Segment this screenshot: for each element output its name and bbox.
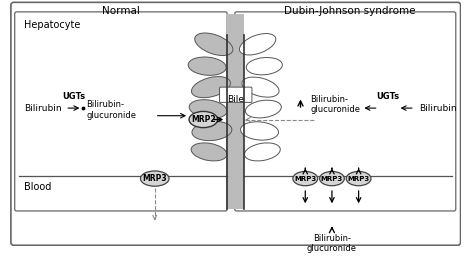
Text: Bilirubin-
glucuronide: Bilirubin- glucuronide (310, 95, 360, 114)
FancyBboxPatch shape (11, 2, 461, 245)
Text: UGTs: UGTs (62, 93, 85, 102)
Bar (227, 14, 244, 209)
Ellipse shape (319, 171, 344, 186)
Text: Normal: Normal (102, 6, 140, 16)
Text: MRP3: MRP3 (294, 176, 316, 182)
Text: Bilirubin-
glucuronide: Bilirubin- glucuronide (86, 100, 136, 120)
Ellipse shape (246, 58, 283, 75)
Ellipse shape (191, 143, 227, 161)
Text: Blood: Blood (24, 182, 52, 192)
Ellipse shape (240, 122, 279, 140)
Ellipse shape (195, 33, 233, 56)
Ellipse shape (189, 112, 218, 128)
FancyBboxPatch shape (235, 12, 456, 211)
Text: UGTs: UGTs (376, 93, 400, 102)
Ellipse shape (293, 171, 318, 186)
Text: Bilirubin: Bilirubin (24, 104, 62, 113)
Ellipse shape (188, 57, 226, 75)
Text: Bile: Bile (227, 95, 244, 104)
Ellipse shape (192, 121, 232, 141)
Text: Bilirubin: Bilirubin (419, 104, 457, 113)
Ellipse shape (242, 77, 279, 97)
Ellipse shape (140, 171, 169, 186)
Text: Hepatocyte: Hepatocyte (24, 21, 81, 30)
Text: Bilirubin-
glucuronide: Bilirubin- glucuronide (307, 234, 357, 253)
Text: MRP3: MRP3 (347, 176, 370, 182)
Ellipse shape (191, 77, 230, 98)
Ellipse shape (246, 100, 281, 118)
Ellipse shape (245, 143, 280, 161)
FancyBboxPatch shape (15, 12, 227, 211)
Text: MRP2: MRP2 (191, 115, 216, 124)
Ellipse shape (239, 34, 276, 55)
FancyBboxPatch shape (219, 87, 252, 102)
Text: Dubin-Johnson syndrome: Dubin-Johnson syndrome (284, 6, 416, 16)
Text: MRP3: MRP3 (142, 174, 167, 183)
Ellipse shape (346, 171, 371, 186)
Ellipse shape (189, 100, 227, 118)
Text: MRP3: MRP3 (321, 176, 343, 182)
